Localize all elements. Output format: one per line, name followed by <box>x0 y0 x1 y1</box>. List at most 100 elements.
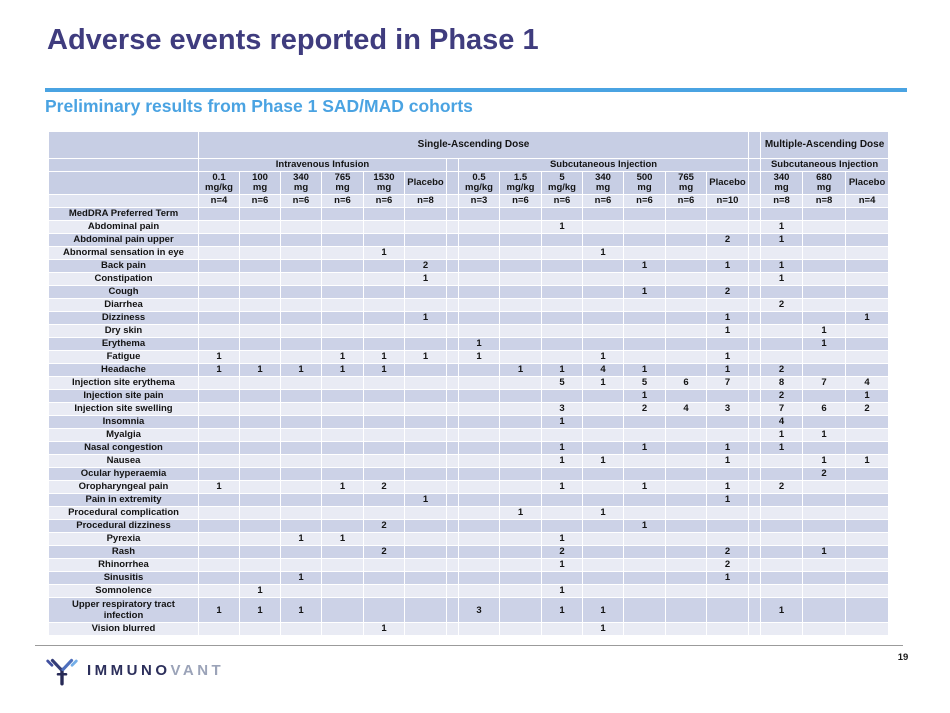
value-cell <box>321 376 364 390</box>
value-cell <box>802 220 847 234</box>
value-cell: 7 <box>802 376 847 390</box>
ae-table: Single-Ascending Dose Multiple-Ascending … <box>48 131 890 636</box>
slide-title: Adverse events reported in Phase 1 <box>47 24 539 56</box>
value-cell <box>541 350 583 364</box>
value-cell <box>705 467 750 481</box>
value-cell <box>541 493 583 507</box>
value-cell: 1 <box>404 493 447 507</box>
value-cell: 5 <box>623 376 666 390</box>
table-row: Abdominal pain upper 2 1 <box>48 233 890 247</box>
value-cell <box>239 220 281 234</box>
value-cell <box>458 363 500 377</box>
value-cell <box>280 389 322 403</box>
value-cell <box>280 441 322 455</box>
value-cell: 1 <box>802 545 847 559</box>
spacer-cell <box>748 158 762 172</box>
value-cell <box>665 571 707 585</box>
value-cell: 2 <box>363 545 405 559</box>
value-cell: 2 <box>404 259 447 273</box>
value-cell <box>582 233 624 247</box>
value-cell <box>541 272 583 286</box>
value-cell <box>458 467 500 481</box>
value-cell: 2 <box>363 480 405 494</box>
value-cell <box>582 480 624 494</box>
value-cell <box>404 285 447 299</box>
dose-header-cell: 340 mg <box>582 171 624 195</box>
antibody-icon <box>44 652 80 688</box>
value-cell: 2 <box>760 363 804 377</box>
value-cell <box>363 402 405 416</box>
value-cell <box>321 441 364 455</box>
value-cell <box>321 558 364 572</box>
value-cell <box>239 545 281 559</box>
value-cell <box>321 259 364 273</box>
value-cell: 1 <box>760 259 804 273</box>
value-cell <box>845 571 890 585</box>
value-cell <box>363 584 405 598</box>
value-cell <box>845 441 890 455</box>
value-cell <box>458 532 500 546</box>
value-cell: 1 <box>404 350 447 364</box>
value-cell <box>802 207 847 221</box>
value-cell <box>845 532 890 546</box>
value-cell <box>582 467 624 481</box>
value-cell <box>623 584 666 598</box>
value-cell <box>404 597 447 623</box>
value-cell <box>280 558 322 572</box>
spacer-cell <box>446 246 459 260</box>
value-cell <box>198 454 240 468</box>
spacer-cell <box>748 506 762 520</box>
value-cell <box>845 324 890 338</box>
table-row: Injection site erythema 5 1 5 6 7 8 7 4 <box>48 376 890 390</box>
value-cell <box>623 571 666 585</box>
term-cell: Sinusitis <box>48 571 199 585</box>
spacer-cell <box>446 584 459 598</box>
value-cell <box>845 584 890 598</box>
value-cell: 1 <box>458 350 500 364</box>
term-cell: Injection site swelling <box>48 402 199 416</box>
value-cell <box>239 519 281 533</box>
value-cell: 1 <box>845 389 890 403</box>
value-cell <box>458 441 500 455</box>
spacer-cell <box>748 519 762 533</box>
table-row: Abnormal sensation in eye 1 1 <box>48 246 890 260</box>
value-cell <box>582 532 624 546</box>
page-number: 19 <box>897 652 909 663</box>
value-cell: 1 <box>623 441 666 455</box>
value-cell <box>499 285 542 299</box>
value-cell <box>582 428 624 442</box>
value-cell: 1 <box>321 480 364 494</box>
value-cell <box>280 324 322 338</box>
value-cell <box>760 285 804 299</box>
value-cell <box>239 558 281 572</box>
value-cell <box>499 207 542 221</box>
value-cell <box>802 311 847 325</box>
value-cell <box>239 311 281 325</box>
value-cell <box>280 311 322 325</box>
table-row: Nausea 1 1 1 1 1 <box>48 454 890 468</box>
spacer-cell <box>748 298 762 312</box>
value-cell <box>198 337 240 351</box>
value-cell <box>404 415 447 429</box>
value-cell <box>404 571 447 585</box>
spacer-cell <box>446 402 459 416</box>
table-row: Headache 1 1 1 1 1 1 1 4 1 1 2 <box>48 363 890 377</box>
value-cell <box>239 415 281 429</box>
dose-header-cell: Placebo <box>404 171 447 195</box>
value-cell <box>363 467 405 481</box>
value-cell <box>198 298 240 312</box>
value-cell <box>499 454 542 468</box>
value-cell <box>665 519 707 533</box>
value-cell: 1 <box>499 506 542 520</box>
value-cell <box>363 532 405 546</box>
spacer-cell <box>446 622 459 636</box>
value-cell <box>239 622 281 636</box>
value-cell <box>623 207 666 221</box>
table-row: Injection site pain 1 2 1 <box>48 389 890 403</box>
value-cell <box>802 584 847 598</box>
dose-header-cell: 100 mg <box>239 171 281 195</box>
value-cell: 1 <box>239 584 281 598</box>
value-cell: 6 <box>665 376 707 390</box>
value-cell <box>404 233 447 247</box>
value-cell <box>404 441 447 455</box>
